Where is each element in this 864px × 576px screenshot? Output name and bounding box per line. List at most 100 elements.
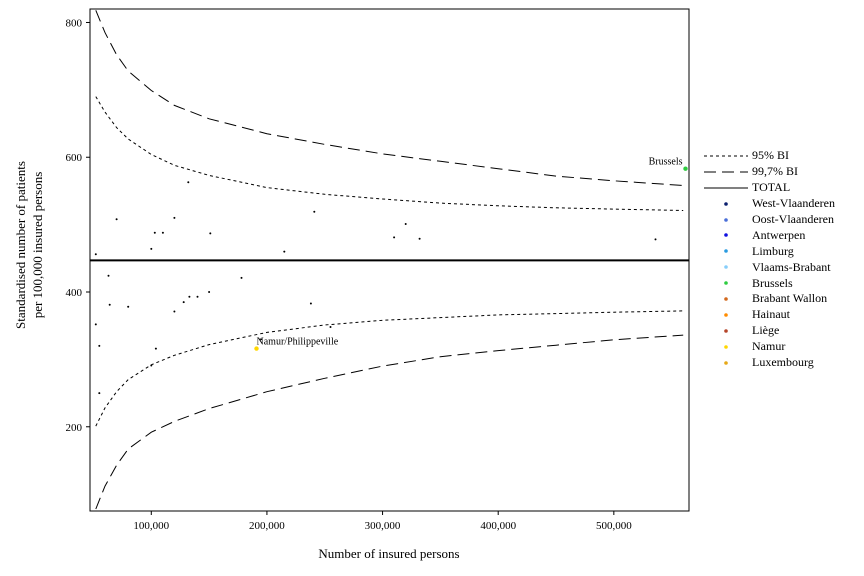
- data-point-districts-30: [654, 238, 657, 241]
- data-point-districts-27: [393, 236, 396, 239]
- x-tick-label: 500,000: [596, 520, 632, 532]
- legend-symbol: [700, 277, 752, 289]
- data-point-districts-12: [161, 231, 164, 234]
- legend-symbol: [700, 198, 752, 210]
- y-axis-title-line-2: per 100,000 insured persons: [30, 172, 45, 319]
- data-point-districts-18: [196, 295, 199, 298]
- legend-label: Vlaams-Brabant: [752, 259, 831, 274]
- data-point-districts-0: [94, 253, 97, 256]
- data-point-districts-22: [260, 338, 263, 341]
- x-tick-label: 400,000: [480, 520, 516, 532]
- y-tick-label: 400: [66, 287, 83, 299]
- x-axis: 100,000 200,000 300,000 400,000 500,000: [133, 511, 632, 532]
- legend-label: Oost-Vlaanderen: [752, 212, 834, 226]
- data-point-brussels: [683, 166, 688, 171]
- legend-symbol: [700, 325, 752, 337]
- legend-item: 99,7% BI: [700, 164, 835, 180]
- legend-symbol: [700, 293, 752, 305]
- legend-symbol: [700, 214, 752, 226]
- data-points: [94, 166, 688, 395]
- y-tick-label: 200: [66, 422, 83, 434]
- legend-label: Brabant Wallon: [752, 291, 828, 306]
- data-point-districts-17: [188, 295, 191, 298]
- legend-item: Limburg: [700, 243, 835, 259]
- legend-item: West-Vlaanderen: [700, 196, 835, 212]
- legend-label: Limburg: [752, 243, 794, 258]
- legend-item: Namur: [700, 339, 835, 355]
- bi95-lower-curve: [95, 310, 684, 427]
- legend-item: Luxembourg: [700, 355, 835, 371]
- data-point-districts-2: [98, 344, 101, 347]
- legend-symbol: [700, 357, 752, 369]
- legend-item: Antwerpen: [700, 227, 835, 243]
- data-point-districts-29: [418, 237, 421, 240]
- legend-symbol: [700, 229, 752, 241]
- data-point-districts-14: [173, 310, 176, 313]
- legend-label: Luxembourg: [752, 355, 814, 370]
- data-point-districts-11: [154, 347, 157, 350]
- legend-symbol: [700, 261, 752, 273]
- annotation-namur-philippeville: Namur/Philippeville: [257, 337, 339, 348]
- legend-item: Hainaut: [700, 307, 835, 323]
- legend-item: Brussels: [700, 275, 835, 291]
- legend-item: Vlaams-Brabant: [700, 259, 835, 275]
- annotations: Brussels Namur/Philippeville: [257, 157, 683, 348]
- legend-item: Liège: [700, 323, 835, 339]
- data-point-districts-16: [187, 181, 190, 184]
- legend-symbol: [700, 182, 752, 194]
- data-point-districts-8: [150, 247, 153, 250]
- legend-item: Oost-Vlaanderen: [700, 212, 835, 228]
- data-point-districts-7: [127, 305, 130, 308]
- data-point-districts-1: [94, 323, 97, 326]
- legend-label: Namur: [752, 339, 786, 354]
- data-point-districts-19: [208, 291, 211, 293]
- bi997-lower-curve: [95, 334, 684, 510]
- legend-label: West-Vlaanderen: [752, 196, 835, 211]
- legend-symbol: [700, 309, 752, 321]
- data-point-districts-21: [240, 276, 243, 279]
- data-point-districts-25: [313, 210, 316, 213]
- data-point-districts-5: [108, 303, 111, 306]
- data-point-districts-20: [209, 232, 212, 235]
- data-point-districts-26: [329, 326, 332, 328]
- y-tick-label: 800: [66, 17, 83, 29]
- legend-symbol: [700, 150, 752, 162]
- legend-label: 95% BI: [752, 148, 789, 163]
- data-point-districts-28: [404, 223, 407, 225]
- data-point-districts-13: [173, 216, 176, 219]
- legend-label: 99,7% BI: [752, 164, 798, 179]
- data-point-districts-4: [107, 274, 110, 277]
- legend-item: TOTAL: [700, 180, 835, 196]
- legend-symbol: [700, 341, 752, 353]
- legend-label: Brussels: [752, 275, 793, 290]
- legend-label: TOTAL: [752, 180, 791, 195]
- bi997-upper-curve: [95, 10, 684, 186]
- legend-label: Liège: [752, 323, 780, 338]
- annotation-brussels: Brussels: [649, 157, 683, 168]
- legend-symbol: [700, 166, 752, 178]
- data-point-districts-10: [153, 231, 156, 234]
- legend-item: 95% BI: [700, 148, 835, 164]
- data-point-districts-15: [182, 301, 185, 304]
- legend-item: Brabant Wallon: [700, 291, 835, 307]
- legend: 95% BI 99,7% BI TOTAL West-Vlaanderen Oost-V…: [700, 148, 835, 370]
- data-point-districts-6: [115, 218, 118, 221]
- y-axis: 200 400 600 800: [66, 17, 90, 434]
- confidence-limits: [95, 10, 684, 510]
- legend-symbol: [700, 245, 752, 257]
- legend-label: Antwerpen: [752, 227, 806, 242]
- legend-label: Hainaut: [752, 307, 790, 322]
- bi95-upper-curve: [95, 96, 684, 211]
- data-point-namur: [254, 346, 259, 351]
- data-point-districts-3: [98, 392, 101, 395]
- x-tick-label: 100,000: [133, 520, 169, 532]
- data-point-districts-24: [309, 302, 312, 305]
- x-tick-label: 300,000: [365, 520, 401, 532]
- x-axis-title: Number of insured persons: [318, 546, 459, 561]
- y-tick-label: 600: [66, 152, 83, 164]
- x-tick-label: 200,000: [249, 520, 285, 532]
- data-point-districts-9: [150, 364, 153, 367]
- y-axis-title-line-1: Standardised number of patients: [13, 161, 28, 329]
- data-point-districts-23: [283, 250, 286, 253]
